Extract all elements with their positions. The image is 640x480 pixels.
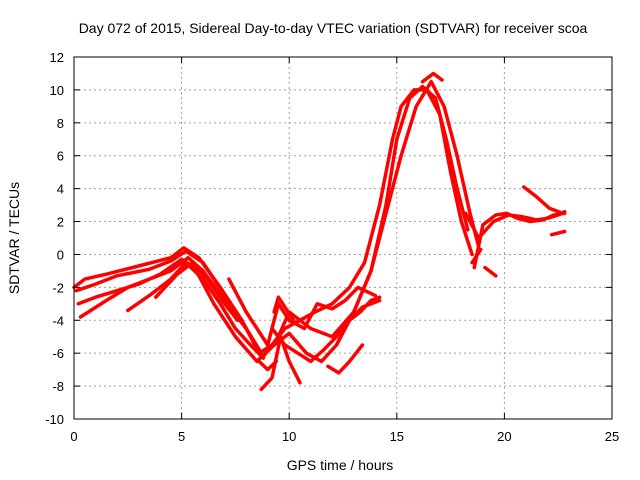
y-tick-label: 0 (57, 247, 64, 262)
series-track-16 (470, 247, 483, 265)
axis-ticks: 0 5 10 15 20 25 -10 -8 -6 -4 -2 0 2 4 6 8 10 12 (45, 50, 619, 444)
series-track-20 (347, 295, 382, 323)
y-tick-label: 2 (57, 215, 64, 230)
x-tick-label: 10 (282, 429, 296, 444)
series-layer (72, 71, 567, 392)
x-tick-label: 20 (497, 429, 511, 444)
y-tick-label: 4 (57, 182, 64, 197)
series-track-7 (227, 277, 270, 347)
series-track-4 (78, 255, 263, 355)
y-tick-label: 10 (50, 83, 64, 98)
series-track-11 (272, 295, 296, 323)
y-axis-title: SDTVAR / TECUs (6, 182, 22, 294)
series-track-17 (483, 265, 498, 278)
series-track-14 (472, 211, 567, 270)
series-track-6 (154, 260, 240, 323)
series-track-3 (76, 79, 481, 364)
series-track-2 (74, 84, 470, 359)
y-tick-label: -2 (52, 280, 64, 295)
grid (74, 57, 612, 419)
y-tick-label: -8 (52, 379, 64, 394)
y-tick-label: -10 (45, 412, 64, 427)
series-track-18 (549, 229, 567, 237)
series-track-5 (126, 260, 266, 360)
x-axis-title: GPS time / hours (287, 457, 394, 473)
chart-title: Day 072 of 2015, Sidereal Day-to-day VTE… (79, 20, 588, 36)
y-tick-label: 12 (50, 50, 64, 65)
x-tick-label: 15 (390, 429, 404, 444)
x-tick-label: 5 (178, 429, 185, 444)
y-tick-label: -6 (52, 346, 64, 361)
y-tick-label: -4 (52, 313, 64, 328)
y-tick-label: 6 (57, 149, 64, 164)
plot-frame (73, 56, 613, 420)
series-track-9 (265, 285, 378, 347)
series-track-19 (257, 359, 279, 372)
y-tick-label: 8 (57, 116, 64, 131)
series-track-21 (420, 71, 444, 84)
series-track-12 (326, 343, 365, 375)
x-tick-label: 25 (605, 429, 619, 444)
series-track-1 (72, 88, 474, 355)
series-track-15 (522, 185, 565, 216)
x-tick-label: 0 (70, 429, 77, 444)
